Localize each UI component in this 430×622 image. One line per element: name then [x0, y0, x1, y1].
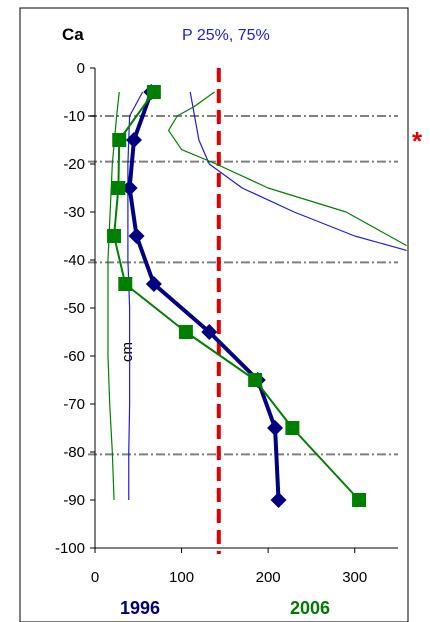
data-point-2006: [107, 229, 122, 243]
series-line-2006: [113, 91, 360, 501]
percentile-lines: [107, 91, 407, 501]
y-axis-label: cm: [119, 342, 136, 362]
data-point-2006: [178, 325, 193, 339]
y-tick-label: -70: [63, 396, 85, 413]
data-point-2006: [352, 493, 367, 507]
x-tick-label: 200: [256, 569, 281, 586]
data-point-1996: [270, 492, 287, 508]
data-point-1996: [125, 132, 142, 148]
chart-title: Ca: [62, 25, 84, 44]
data-point-1996: [145, 276, 162, 292]
y-tick-label: -80: [63, 444, 85, 461]
y-tick-label: -40: [63, 252, 85, 269]
y-tick-label: -60: [63, 348, 85, 365]
percentile-line-4: [107, 91, 120, 501]
figure-border: [19, 7, 409, 622]
data-point-1996: [267, 420, 284, 436]
y-tick-label: -100: [55, 540, 85, 557]
data-point-1996: [121, 180, 138, 196]
x-tick-label: 0: [91, 569, 99, 586]
data-point-2006: [248, 373, 263, 387]
data-point-2006: [285, 421, 300, 435]
data-point-1996: [201, 324, 218, 340]
data-point-1996: [128, 228, 145, 244]
y-tick-label: -30: [63, 204, 85, 221]
data-point-2006: [112, 133, 127, 147]
x-annotation-1996: 1996: [120, 598, 160, 618]
y-tick-label: -20: [63, 156, 85, 173]
y-tick-label: -50: [63, 300, 85, 317]
percentile-line-1: [189, 91, 407, 251]
data-point-2006: [111, 181, 126, 195]
axes: 0 -10 -20 -30 -40 -50 -60 -70 -80 -90 -100 0 100 200 3…: [55, 60, 398, 586]
x-annotation-2006: 2006: [290, 598, 330, 618]
y-tick-label: -90: [63, 492, 85, 509]
chart-subtitle: P 25%, 75%: [182, 27, 270, 44]
x-tick-label: 100: [169, 569, 194, 586]
y-tick-label: 0: [77, 60, 85, 77]
reference-lines: [88, 68, 398, 554]
data-point-2006: [146, 85, 161, 99]
percentile-line-3: [167, 91, 407, 247]
significance-asterisk: *: [412, 126, 423, 156]
data-series: [107, 84, 367, 508]
x-tick-label: 300: [342, 569, 367, 586]
annotations: 1996 2006 *: [120, 126, 423, 618]
y-tick-label: -10: [63, 108, 85, 125]
data-point-2006: [118, 277, 133, 291]
